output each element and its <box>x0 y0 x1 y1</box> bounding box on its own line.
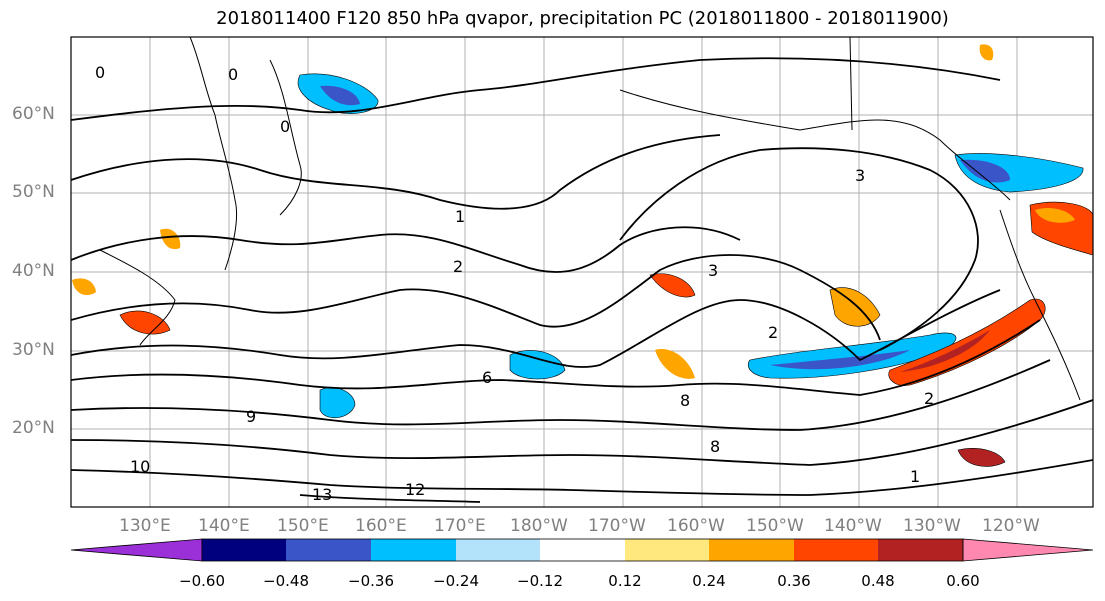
colorbar-tick-label: 0.60 <box>946 572 980 590</box>
coastlines <box>99 37 1081 401</box>
lon-label-130e: 130°E <box>119 516 171 536</box>
contour-label: 3 <box>855 166 865 185</box>
contour-label: 1 <box>910 467 920 486</box>
lon-label-160w: 160°W <box>667 516 725 536</box>
lat-label-30n: 30°N <box>12 340 55 360</box>
shade-pos-9 <box>160 228 181 250</box>
contour-4 <box>71 289 1001 368</box>
colorbar-tick-label: 0.24 <box>692 572 726 590</box>
colorbar-extend-max <box>962 538 1094 562</box>
contour-1a <box>71 134 721 210</box>
contour-2 <box>71 226 741 273</box>
lon-label-150w: 150°W <box>746 516 804 536</box>
contour-12 <box>71 459 1093 496</box>
colorbar-outline <box>201 538 964 562</box>
colorbar <box>70 538 1094 562</box>
colorbar-extend-min <box>70 538 203 562</box>
colorbar-segment <box>202 539 286 561</box>
lon-label-140e: 140°E <box>198 516 250 536</box>
colorbar-tick-label: −0.36 <box>348 572 394 590</box>
colorbar-segment <box>878 539 963 561</box>
lon-label-180w: 180°W <box>510 516 568 536</box>
map-title: 2018011400 F120 850 hPa qvapor, precipit… <box>216 8 949 29</box>
colorbar-segment <box>794 539 878 561</box>
lon-label-130w: 130°W <box>903 516 961 536</box>
contour-label: 8 <box>680 391 690 410</box>
lon-label-150e: 150°E <box>277 516 329 536</box>
colorbar-tick-label: 0.12 <box>608 572 642 590</box>
contour-labels: 0 0 0 1 2 3 3 2 6 8 9 10 12 13 8 2 1 <box>95 63 934 504</box>
shade-neg-kamchatka-core <box>320 85 360 106</box>
shade-pos-8 <box>655 349 695 379</box>
contour-3 <box>71 254 881 341</box>
contour-label: 2 <box>453 257 463 276</box>
contour-label: 10 <box>130 457 150 476</box>
colorbar-segment <box>709 539 794 561</box>
colorbar-segment <box>286 539 371 561</box>
shade-neg-subtropical-core <box>770 350 910 370</box>
shade-pos-5 <box>957 448 1006 467</box>
contour-8 <box>71 359 1051 431</box>
lon-label-160e: 160°E <box>355 516 407 536</box>
map-frame <box>70 36 1094 508</box>
shade-pos-10 <box>979 44 994 61</box>
contour-label: 0 <box>228 65 238 84</box>
contour-label: 12 <box>405 480 425 499</box>
contour-label: 6 <box>482 368 492 387</box>
contour-label: 2 <box>924 389 934 408</box>
colorbar-tick-label: −0.12 <box>517 572 563 590</box>
colorbar-tick-label: −0.24 <box>433 572 479 590</box>
coast-alaska <box>619 89 1011 201</box>
shade-pos-7 <box>119 310 171 335</box>
shade-pos-1 <box>649 273 696 298</box>
contour-0 <box>71 57 1001 121</box>
coast-asia-east <box>189 37 238 271</box>
colorbar-tick-label: 0.48 <box>861 572 895 590</box>
graticule <box>71 37 1093 507</box>
colorbar-segment <box>456 539 540 561</box>
colorbar-tick-label: −0.48 <box>263 572 309 590</box>
lat-label-20n: 20°N <box>12 418 55 438</box>
colorbar-segment <box>540 539 625 561</box>
contour-6 <box>71 319 1041 396</box>
contour-13 <box>299 494 481 503</box>
colorbar-tick-label: −0.60 <box>179 572 225 590</box>
lon-label-120w: 120°W <box>982 516 1040 536</box>
contours <box>71 57 1093 503</box>
shade-neg-3 <box>509 350 566 380</box>
colorbar-segment <box>371 539 456 561</box>
shade-pos-6 <box>72 278 96 296</box>
contour-3-loop <box>619 147 979 351</box>
colorbar-segment <box>625 539 709 561</box>
lat-label-40n: 40°N <box>12 261 55 281</box>
lat-label-60n: 60°N <box>12 104 55 124</box>
coast-na-west <box>999 209 1081 401</box>
lon-label-140w: 140°W <box>824 516 882 536</box>
coast-korea-japan <box>99 249 176 346</box>
shade-neg-alaska-core <box>960 159 1010 183</box>
contour-label: 0 <box>280 117 290 136</box>
lon-label-170e: 170°E <box>434 516 486 536</box>
contour-label: 9 <box>246 407 256 426</box>
contour-label: 8 <box>710 437 720 456</box>
colorbar-tick-label: 0.36 <box>777 572 811 590</box>
contour-label: 13 <box>312 485 332 504</box>
contour-label: 2 <box>768 323 778 342</box>
contour-10 <box>71 399 1093 466</box>
shade-pos-pnw-edge <box>1035 208 1075 223</box>
border-ak-ca <box>849 37 853 131</box>
contour-label: 1 <box>455 207 465 226</box>
lat-label-50n: 50°N <box>12 182 55 202</box>
contour-label: 0 <box>95 63 105 82</box>
coast-kamchatka <box>269 59 302 216</box>
lon-label-170w: 170°W <box>588 516 646 536</box>
contour-label: 3 <box>708 261 718 280</box>
